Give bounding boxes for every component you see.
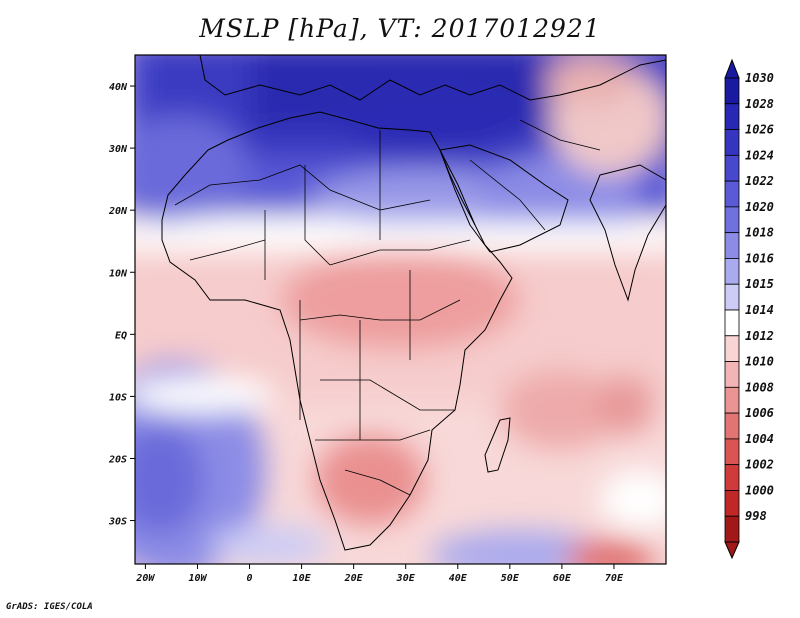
- colorbar-swatch: [724, 361, 740, 388]
- lon-tick-label: 50E: [501, 573, 520, 584]
- colorbar-swatch: [724, 206, 740, 234]
- colorbar-level-label: 1026: [745, 123, 774, 137]
- colorbar-swatch: [724, 129, 740, 156]
- colorbar-swatch: [724, 515, 740, 543]
- colorbar-level-label: 1010: [745, 355, 774, 369]
- colorbar-level-label: 1020: [745, 200, 774, 214]
- colorbar-level-label: 1016: [745, 251, 774, 265]
- lat-tick-label: 30N: [108, 144, 128, 155]
- continent-outlines: [161, 54, 667, 551]
- lon-tick-label: 20E: [344, 573, 364, 584]
- lat-tick-label: 10N: [109, 268, 128, 279]
- colorbar-level-label: 1008: [745, 380, 774, 394]
- africa-outline: [161, 111, 513, 551]
- colorbar-level-label: 1028: [745, 97, 774, 111]
- colorbar-swatch: [724, 232, 740, 259]
- lon-tick-label: 20W: [135, 573, 155, 584]
- plot-frame: [134, 54, 667, 565]
- lon-axis: 20W 10W 0 10E 20E 30E 40E 50E 60E 70E: [135, 564, 624, 584]
- colorbar-level-label: 1030: [745, 71, 774, 85]
- lat-axis: 40N 30N 20N 10N EQ 10S 20S 30S: [108, 82, 135, 528]
- colorbar-level-label: 1022: [745, 174, 774, 188]
- grads-credit: GrADS: IGES/COLA: [6, 602, 93, 612]
- lon-tick-label: 30E: [396, 573, 416, 584]
- red-sea-outline: [439, 149, 476, 226]
- lon-tick-label: 60E: [553, 573, 572, 584]
- colorbar-swatch: [724, 335, 740, 362]
- lat-tick-label: 20S: [108, 454, 127, 465]
- colorbar-swatch: [724, 283, 740, 311]
- colorbar-swatch: [724, 412, 740, 440]
- colorbar-swatch: [724, 258, 740, 285]
- colorbar-level-label: 1000: [745, 483, 774, 497]
- lat-tick-label: 20N: [108, 206, 128, 217]
- pressure-field: [135, 55, 666, 564]
- colorbar-swatch: [724, 438, 740, 466]
- europe-outline: [199, 54, 667, 101]
- colorbar: 1030 1028 1026 1024 1022 1020 1018 1016 1015 1014…: [724, 58, 774, 560]
- colorbar-level-label: 1024: [745, 148, 774, 162]
- lat-tick-label: 30S: [108, 517, 127, 528]
- colorbar-level-label: 1006: [745, 406, 774, 420]
- colorbar-swatch: [724, 154, 740, 182]
- lon-tick-label: 40E: [449, 573, 468, 584]
- lon-tick-label: 10W: [188, 573, 207, 584]
- map-title: MSLP [hPa], VT: 2017012921: [199, 14, 601, 43]
- colorbar-swatch: [724, 103, 740, 130]
- colorbar-bottom-arrow: [724, 541, 740, 560]
- arabia-outline: [439, 144, 569, 253]
- lat-tick-label: 10S: [109, 392, 127, 403]
- colorbar-swatch: [724, 386, 740, 414]
- colorbar-top-arrow: [724, 58, 740, 79]
- lon-tick-label: 10E: [293, 573, 312, 584]
- colorbar-swatch: [724, 309, 740, 337]
- colorbar-level-label: 1018: [745, 226, 774, 240]
- colorbar-swatch: [724, 180, 740, 208]
- colorbar-level-label: 1014: [745, 303, 774, 317]
- lon-tick-label: 0: [247, 573, 253, 584]
- colorbar-level-label: 1015: [745, 277, 774, 291]
- colorbar-level-label: 998: [745, 509, 767, 523]
- india-outline: [589, 164, 667, 302]
- madagascar-outline: [484, 417, 511, 473]
- colorbar-level-label: 1002: [745, 458, 774, 472]
- lon-tick-label: 70E: [605, 573, 624, 584]
- colorbar-level-label: 1004: [745, 432, 774, 446]
- colorbar-swatch: [724, 490, 740, 517]
- lat-tick-label: EQ: [115, 330, 127, 341]
- colorbar-swatch: [724, 464, 740, 491]
- lat-tick-label: 40N: [109, 82, 128, 93]
- colorbar-level-label: 1012: [745, 329, 774, 343]
- country-borders: [174, 119, 601, 496]
- colorbar-swatch: [724, 77, 740, 105]
